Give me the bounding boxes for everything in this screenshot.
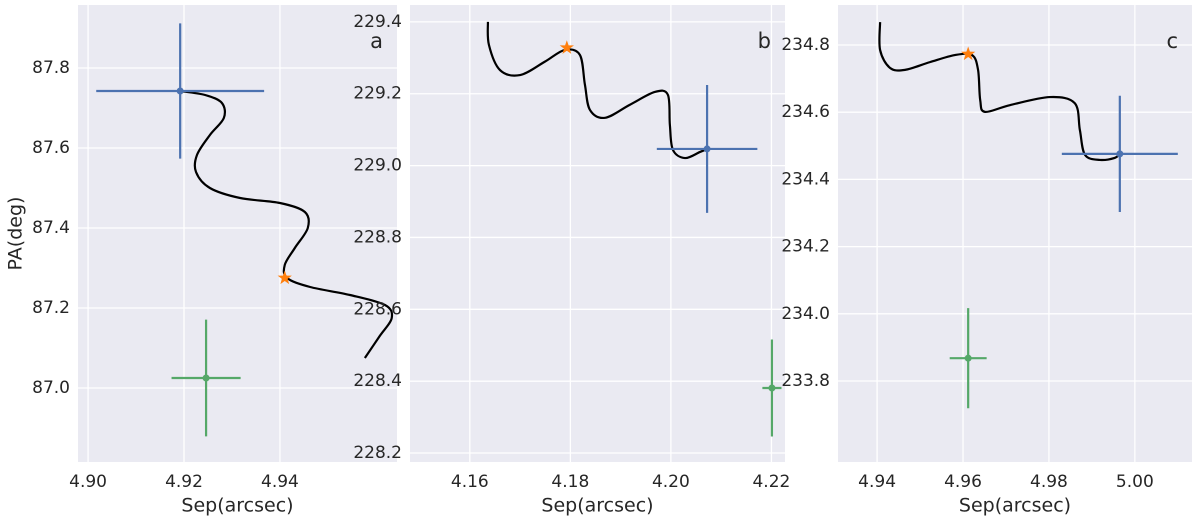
y-tick-label: 234.0 bbox=[781, 304, 830, 324]
y-tick-label: 234.4 bbox=[781, 169, 830, 189]
y-axis-label: PA(deg) bbox=[5, 197, 27, 271]
panel-label: b bbox=[758, 29, 771, 53]
y-tick-label: 228.6 bbox=[353, 299, 402, 319]
y-tick-label: 233.8 bbox=[781, 371, 830, 391]
y-tick-label: 234.8 bbox=[781, 35, 830, 55]
x-tick-label: 4.16 bbox=[451, 472, 489, 492]
panel-label: c bbox=[1166, 29, 1178, 53]
x-axis-label: Sep(arcsec) bbox=[181, 495, 293, 517]
x-tick-label: 4.20 bbox=[652, 472, 690, 492]
x-tick-label: 4.18 bbox=[551, 472, 589, 492]
x-tick-label: 4.90 bbox=[69, 472, 107, 492]
panel: 4.94 4.96 4.98 5.00 233.8 234.0 234.2 234.4 234.… bbox=[781, 5, 1192, 517]
x-tick-label: 4.94 bbox=[858, 472, 896, 492]
curve bbox=[180, 89, 394, 359]
star-marker bbox=[961, 46, 976, 61]
x-axis-label: Sep(arcsec) bbox=[959, 495, 1071, 517]
star-marker bbox=[559, 40, 574, 54]
star-marker bbox=[277, 270, 292, 285]
y-tick-label: 229.4 bbox=[353, 12, 402, 32]
panel: 4.16 4.18 4.20 4.22 228.2 228.4 228.6 228.8 229.… bbox=[353, 5, 790, 517]
plot-background bbox=[410, 5, 785, 462]
x-tick-label: 4.96 bbox=[944, 472, 982, 492]
y-tick-label: 234.2 bbox=[781, 237, 830, 257]
point bbox=[703, 145, 711, 153]
y-tick-label: 87.6 bbox=[32, 138, 70, 158]
x-tick-label: 4.22 bbox=[752, 472, 790, 492]
y-tick-label: 228.8 bbox=[353, 227, 402, 247]
x-tick-label: 4.92 bbox=[165, 472, 203, 492]
y-tick-label: 87.4 bbox=[32, 218, 70, 238]
y-tick-label: 228.4 bbox=[353, 371, 402, 391]
plot-background bbox=[838, 5, 1192, 462]
curve bbox=[486, 21, 708, 160]
curve bbox=[878, 22, 1121, 162]
point bbox=[202, 374, 210, 382]
y-tick-label: 229.2 bbox=[353, 84, 402, 104]
point bbox=[1116, 150, 1124, 158]
x-tick-label: 4.94 bbox=[261, 472, 299, 492]
point bbox=[176, 87, 184, 95]
x-tick-label: 4.98 bbox=[1030, 472, 1068, 492]
plot-background bbox=[78, 5, 397, 462]
x-tick-label: 5.00 bbox=[1116, 472, 1154, 492]
y-tick-label: 228.2 bbox=[353, 443, 402, 463]
panel-label: a bbox=[370, 29, 383, 53]
point bbox=[964, 354, 972, 362]
y-tick-label: 234.6 bbox=[781, 102, 830, 122]
y-tick-label: 229.0 bbox=[353, 156, 402, 176]
y-tick-label: 87.0 bbox=[32, 378, 70, 398]
x-axis-label: Sep(arcsec) bbox=[541, 495, 653, 517]
y-tick-label: 87.8 bbox=[32, 58, 70, 78]
y-tick-label: 87.2 bbox=[32, 298, 70, 318]
point bbox=[768, 384, 776, 392]
panel: 4.90 4.92 4.94 87.0 87.2 87.4 87.6 87.8 Sep(arcs… bbox=[5, 5, 397, 517]
